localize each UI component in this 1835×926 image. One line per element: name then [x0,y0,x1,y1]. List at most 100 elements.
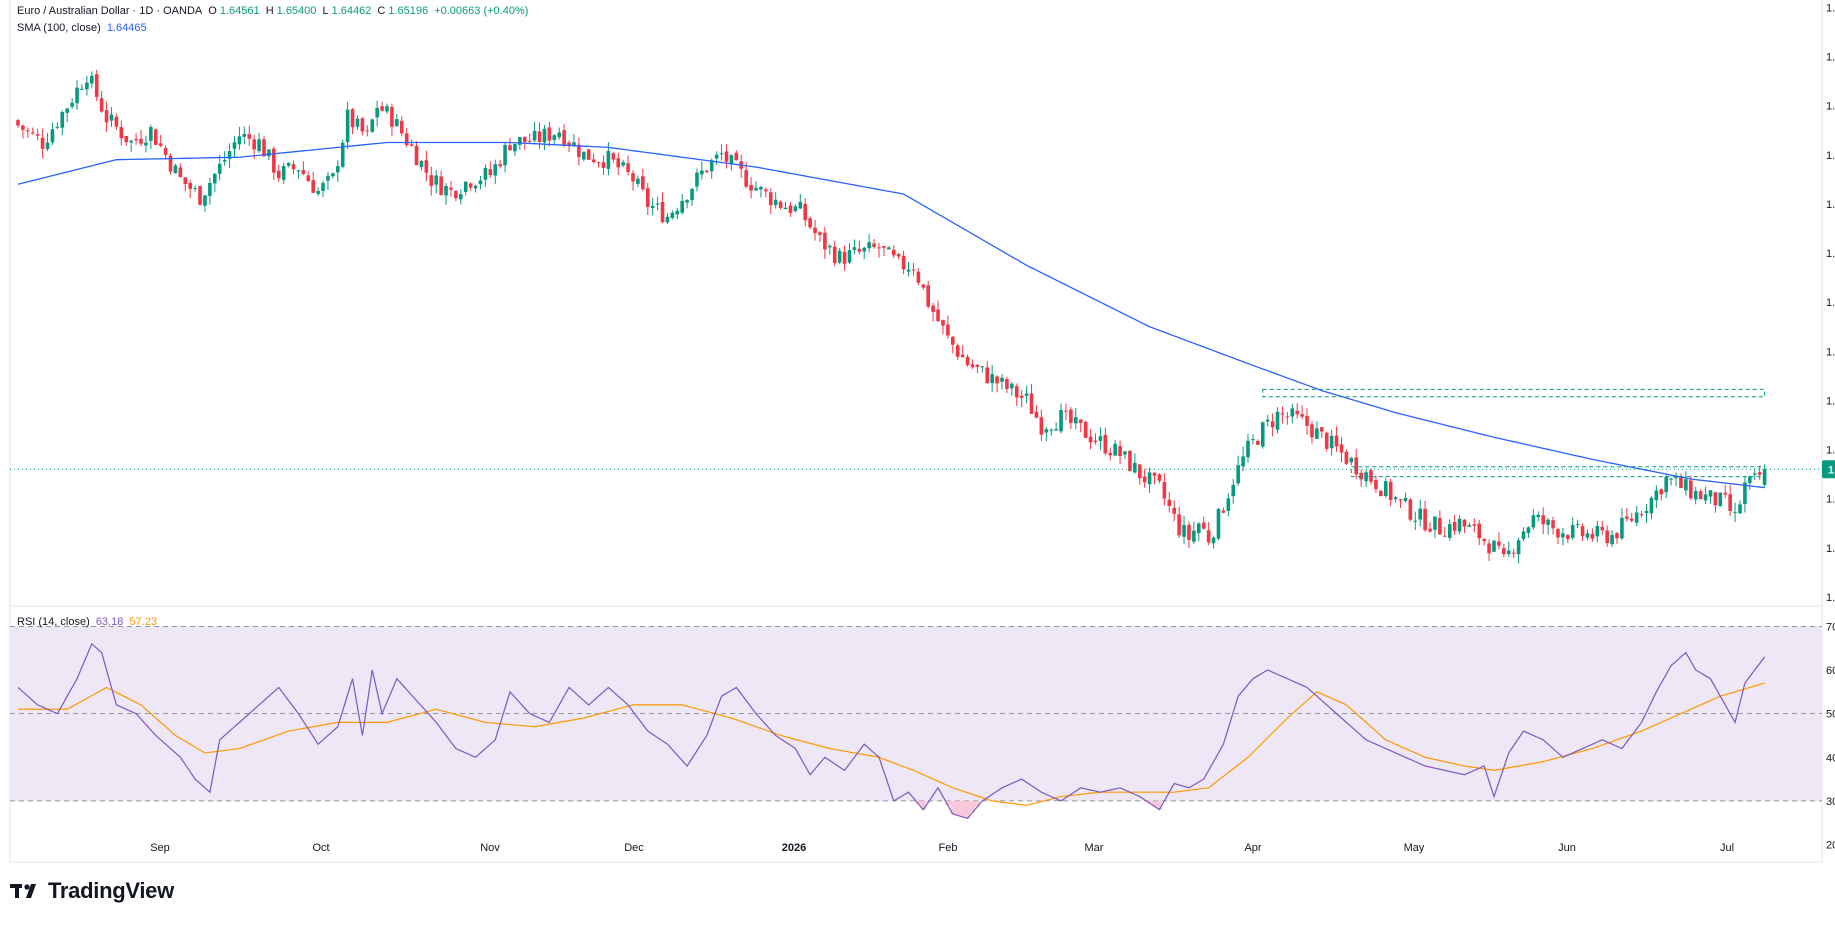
candle [542,125,547,151]
time-axis-label: May [1404,842,1425,854]
candle-body [1349,457,1354,463]
candle [1374,475,1378,493]
time-axis-label: Apr [1244,842,1261,854]
candle-body [842,251,847,264]
candle-body [685,200,689,203]
candle [862,246,867,260]
candle-body [390,106,394,127]
price-axis-label: 1.60000 [1826,592,1835,604]
candle [773,192,778,209]
candle-body [1270,421,1275,428]
candle-body [1177,514,1181,536]
candle-body [1305,415,1309,426]
rsi-axis-label: 40.00 [1826,752,1835,764]
candle-body [980,366,985,368]
candle-body [852,247,857,251]
candle-body [1024,393,1029,396]
candle [1300,405,1304,420]
symbol-title: Euro / Australian Dollar · 1D · OANDA [17,5,203,17]
candle-body [217,163,222,174]
candle-body [286,162,291,166]
candle-body [1010,383,1014,389]
candle-body [1762,469,1767,485]
candle [1221,507,1226,514]
tradingview-logo-icon [10,884,36,898]
candle [30,127,35,135]
candle [980,366,985,373]
candle [586,149,591,161]
candle-body [1339,444,1344,453]
candle [1010,382,1014,396]
candle-body [1029,393,1034,414]
candle-body [1324,432,1329,449]
candle [1049,428,1053,436]
candle-body [1044,429,1049,433]
candle [906,262,911,277]
tradingview-logo[interactable]: TradingView [10,878,174,904]
candle [380,101,384,112]
candle [567,140,571,153]
candle [1088,429,1093,450]
candle-body [1310,424,1314,438]
candle [1152,472,1157,485]
candle-body [1162,481,1167,499]
annotation-box [1350,466,1766,478]
candle-body [90,75,94,84]
candle [262,136,266,157]
candle [1561,527,1565,546]
candle [660,192,665,224]
candle-body [562,130,566,145]
candle [631,170,635,191]
candle-body [395,119,399,127]
candle [340,139,345,169]
last-price-label: 1.65196 [1828,464,1835,476]
candle [665,213,670,224]
candle-body [522,136,527,143]
candle-body [872,243,876,247]
candle-body [709,160,714,172]
candle-body [1246,440,1250,458]
candle [345,101,350,150]
candle-body [70,102,74,107]
price-axis-label: 1.80000 [1826,101,1835,113]
candle [1757,465,1762,480]
candle-body [1580,526,1585,536]
candle [1629,512,1634,523]
candle [1388,478,1393,507]
candle-body [119,127,124,139]
candle-body [636,178,640,184]
candle-body [1123,451,1127,455]
candle-body [1752,473,1757,475]
candle-body [631,173,635,182]
candle-body [1344,451,1349,464]
candle-body [365,130,370,132]
price-axis-label: 1.68000 [1826,395,1835,407]
candle [1275,407,1280,434]
candle [144,135,148,153]
candle [65,107,69,122]
candle [257,132,261,153]
candle-body [1216,509,1221,539]
candle [1270,413,1275,437]
candle [217,154,222,181]
candle [1718,492,1723,507]
candle [808,216,812,230]
candle [331,172,335,179]
candle [1137,464,1142,485]
candle-body [109,114,114,121]
candle-body [896,254,901,257]
candle [1511,548,1516,559]
candle-body [1265,419,1270,422]
candle-body [208,182,212,196]
candle-body [591,159,596,163]
candle [336,160,340,182]
candle [139,130,143,147]
candle [1433,516,1437,539]
candle [764,187,768,198]
candle [1654,485,1659,509]
candle-body [1206,530,1211,543]
candle-body [232,142,237,149]
candle [1556,527,1560,545]
